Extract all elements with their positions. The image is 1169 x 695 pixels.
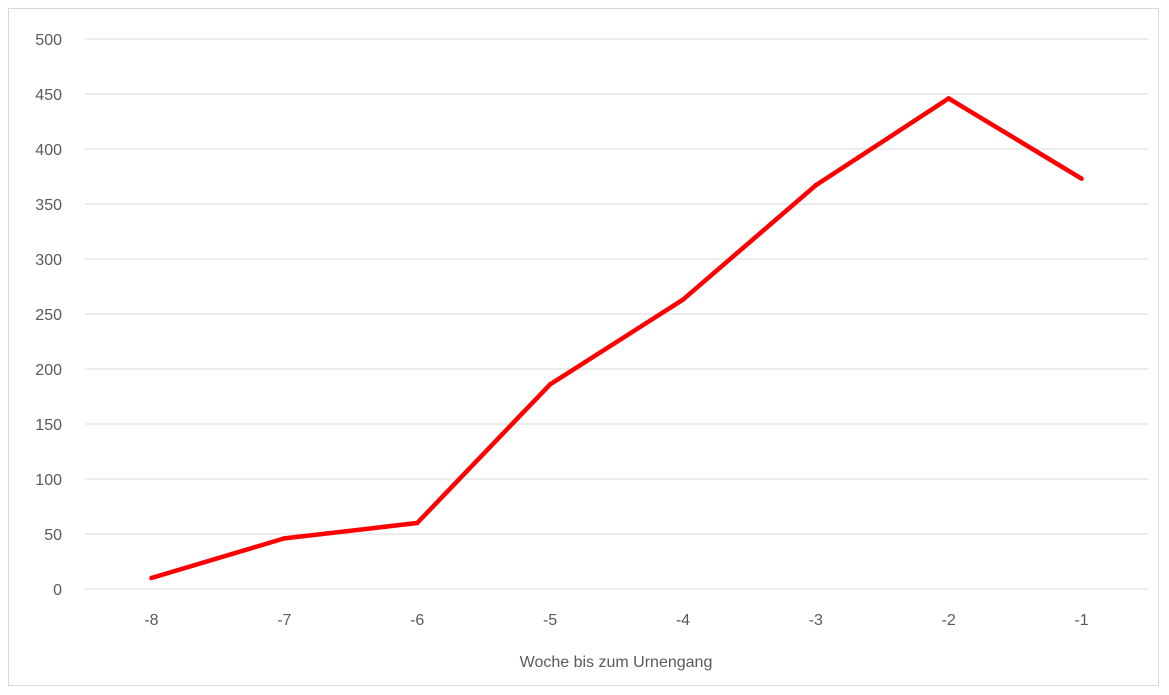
y-tick-label: 450 — [35, 87, 62, 104]
x-tick-label: -5 — [543, 612, 557, 629]
gridlines — [85, 38, 1148, 535]
x-tick-label: -7 — [277, 612, 291, 629]
data-point — [414, 520, 420, 526]
chart-frame — [8, 8, 1159, 686]
y-tick-label: 0 — [53, 582, 62, 599]
y-tick-label: 200 — [35, 362, 62, 379]
x-tick-label: -2 — [942, 612, 956, 629]
y-tick-label: 500 — [35, 32, 62, 49]
data-point — [1079, 176, 1084, 181]
data-point — [680, 297, 686, 302]
data-point — [149, 575, 154, 581]
x-axis-title: Woche bis zum Urnengang — [520, 654, 713, 671]
y-axis-tick-labels: 0 50 100 150 200 250 300 350 400 450 500 — [35, 32, 62, 599]
x-tick-label: -1 — [1074, 612, 1088, 629]
y-tick-label: 150 — [35, 417, 62, 434]
x-tick-label: -3 — [809, 612, 823, 629]
data-point — [547, 382, 553, 387]
y-tick-label: 50 — [44, 527, 62, 544]
x-tick-label: -8 — [144, 612, 158, 629]
y-tick-label: 250 — [35, 307, 62, 324]
y-tick-label: 350 — [35, 197, 62, 214]
data-point — [282, 536, 287, 541]
data-point — [946, 96, 951, 101]
y-tick-label: 100 — [35, 472, 62, 489]
y-tick-label: 400 — [35, 142, 62, 159]
x-tick-label: -4 — [676, 612, 690, 629]
series-layer — [149, 96, 1084, 581]
data-point — [813, 183, 819, 188]
x-tick-label: -6 — [410, 612, 424, 629]
series-line — [150, 96, 1083, 581]
x-axis-tick-labels: -8 -7 -6 -5 -4 -3 -2 -1 — [144, 612, 1088, 629]
y-tick-label: 300 — [35, 252, 62, 269]
